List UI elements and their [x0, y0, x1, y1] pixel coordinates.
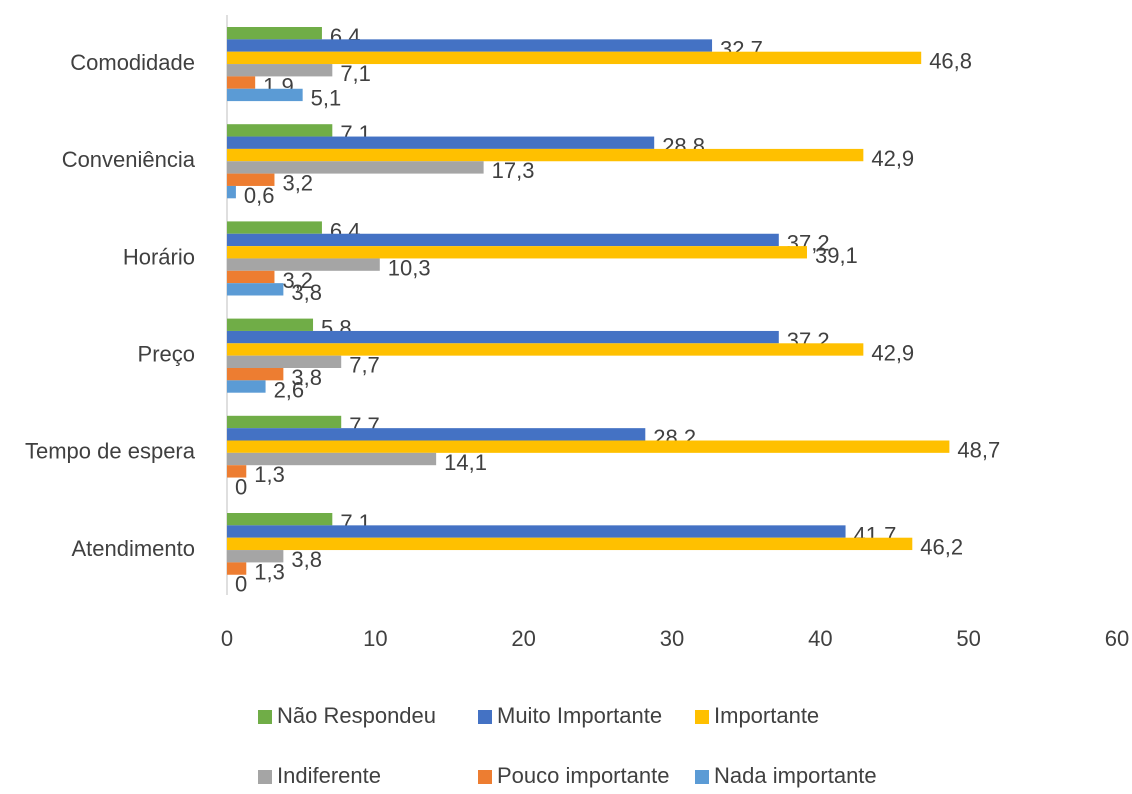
- data-label: 2,6: [274, 377, 305, 402]
- data-label: 0: [235, 572, 247, 597]
- legend-label: Não Respondeu: [277, 703, 436, 728]
- x-tick-label: 30: [660, 626, 684, 651]
- y-tick-label: Horário: [123, 244, 195, 269]
- x-tick-label: 10: [363, 626, 387, 651]
- bar: [227, 343, 864, 356]
- bar: [227, 246, 807, 259]
- bar: [227, 185, 236, 199]
- y-tick-label: Atendimento: [71, 536, 195, 561]
- data-label: 7,1: [340, 61, 371, 86]
- bar: [227, 88, 303, 102]
- data-label: 42,9: [871, 146, 914, 171]
- bar: [227, 64, 333, 77]
- x-tick-label: 40: [808, 626, 832, 651]
- bar: [227, 270, 275, 284]
- bar: [227, 452, 437, 466]
- data-label: 17,3: [492, 158, 535, 183]
- bar: [227, 76, 256, 89]
- data-label: 46,2: [920, 535, 963, 560]
- legend-label: Nada importante: [714, 763, 877, 788]
- y-tick-label: Conveniência: [62, 147, 196, 172]
- data-label: 3,8: [291, 280, 322, 305]
- legend-swatch: [258, 770, 272, 784]
- bar: [227, 27, 322, 40]
- data-label: 7,7: [349, 353, 380, 378]
- data-label: 3,2: [282, 171, 313, 196]
- bar: [227, 283, 284, 296]
- legend-swatch: [695, 770, 709, 784]
- data-label: 46,8: [929, 49, 972, 74]
- bar: [227, 525, 846, 538]
- bar: [227, 440, 950, 453]
- bar: [227, 318, 314, 331]
- y-tick-label: Tempo de espera: [25, 439, 196, 464]
- legend-label: Importante: [714, 703, 819, 728]
- bar: [227, 51, 922, 65]
- data-label: 0: [235, 475, 247, 500]
- data-label: 39,1: [815, 243, 858, 268]
- legend-label: Pouco importante: [497, 763, 669, 788]
- legend-swatch: [695, 710, 709, 724]
- legend-label: Muito Importante: [497, 703, 662, 728]
- data-label: 1,3: [254, 462, 285, 487]
- bar: [227, 355, 342, 368]
- bar: [227, 550, 284, 563]
- x-tick-label: 20: [511, 626, 535, 651]
- bar: [227, 465, 247, 478]
- bar: [227, 258, 380, 271]
- bar: [227, 124, 333, 137]
- bar: [227, 537, 913, 551]
- data-label: 14,1: [444, 450, 487, 475]
- x-tick-label: 0: [221, 626, 233, 651]
- data-label: 3,8: [291, 365, 322, 390]
- bar: [227, 173, 275, 186]
- data-label: 1,3: [254, 559, 285, 584]
- data-label: 42,9: [871, 340, 914, 365]
- legend-swatch: [478, 710, 492, 724]
- bar: [227, 136, 655, 149]
- legend-swatch: [258, 710, 272, 724]
- bar: [227, 148, 864, 162]
- data-label: 10,3: [388, 255, 431, 280]
- bar: [227, 562, 247, 575]
- data-label: 0,6: [244, 183, 275, 208]
- bar: [227, 161, 484, 174]
- data-label: 3,8: [291, 547, 322, 572]
- data-label: 5,1: [311, 86, 342, 111]
- x-tick-label: 50: [956, 626, 980, 651]
- bar: [227, 415, 342, 429]
- data-label: 48,7: [957, 437, 1000, 462]
- bar: [227, 221, 322, 234]
- bar: [227, 380, 266, 393]
- bar: [227, 428, 646, 441]
- bar: [227, 39, 713, 52]
- legend-swatch: [478, 770, 492, 784]
- bar: [227, 233, 779, 247]
- x-tick-label: 60: [1105, 626, 1129, 651]
- bar: [227, 513, 333, 526]
- y-tick-label: Preço: [138, 341, 195, 366]
- legend-label: Indiferente: [277, 763, 381, 788]
- y-tick-label: Comodidade: [70, 50, 195, 75]
- bar: [227, 368, 284, 381]
- bar: [227, 330, 779, 344]
- data-label: 3,2: [282, 268, 313, 293]
